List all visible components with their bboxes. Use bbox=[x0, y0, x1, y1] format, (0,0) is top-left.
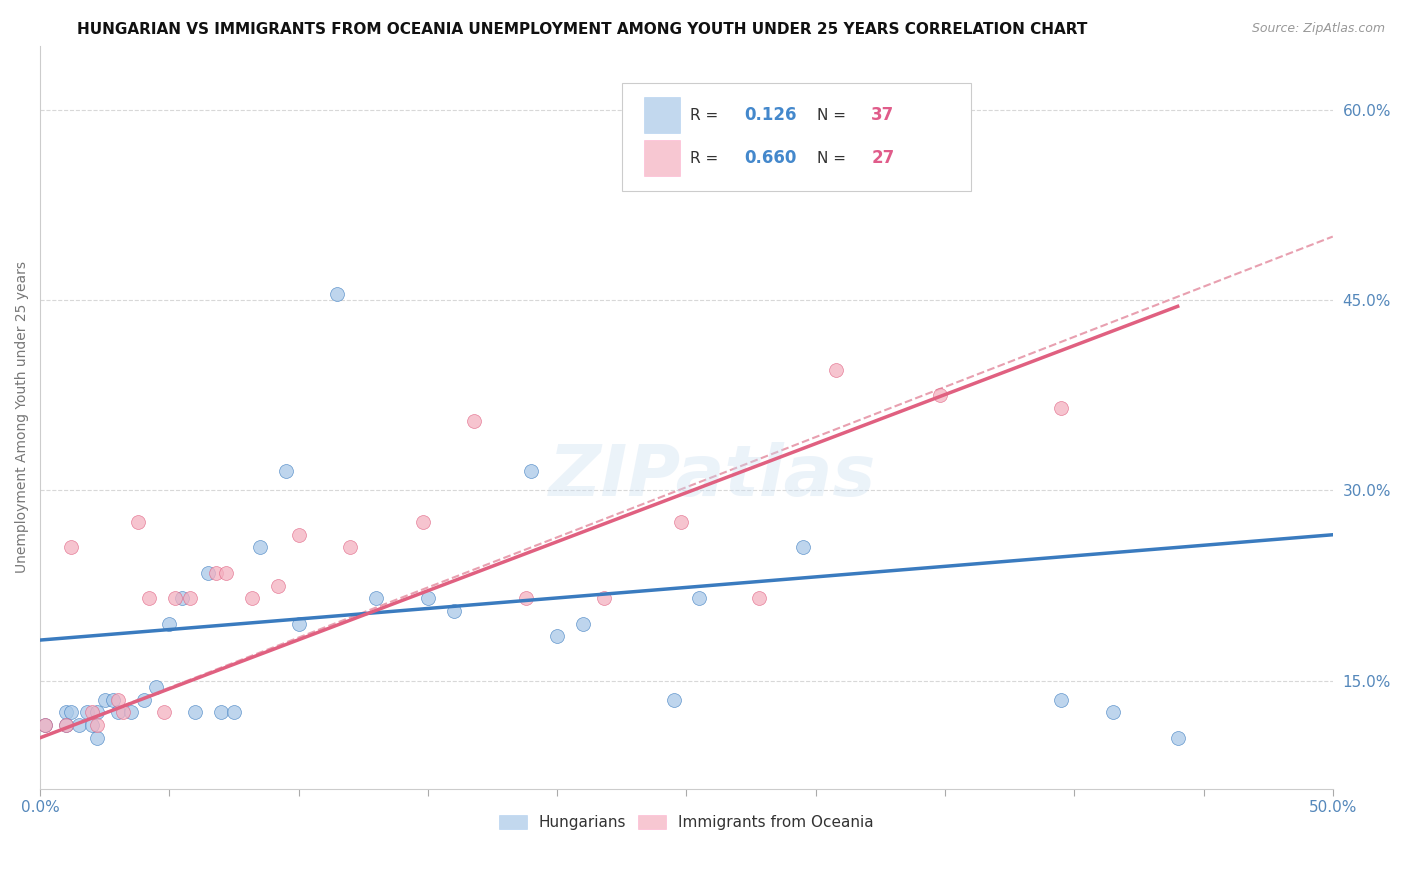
Point bbox=[132, 692, 155, 706]
Point bbox=[138, 591, 160, 606]
Point bbox=[93, 692, 115, 706]
Point bbox=[107, 692, 129, 706]
Point bbox=[825, 363, 848, 377]
Point bbox=[416, 591, 439, 606]
Point bbox=[928, 388, 950, 402]
Text: HUNGARIAN VS IMMIGRANTS FROM OCEANIA UNEMPLOYMENT AMONG YOUTH UNDER 25 YEARS COR: HUNGARIAN VS IMMIGRANTS FROM OCEANIA UNE… bbox=[77, 22, 1088, 37]
Point bbox=[101, 692, 124, 706]
Point bbox=[463, 413, 485, 427]
Text: 37: 37 bbox=[872, 106, 894, 124]
Point bbox=[748, 591, 770, 606]
Point bbox=[55, 718, 77, 732]
Point bbox=[287, 527, 309, 541]
Point bbox=[592, 591, 614, 606]
Point bbox=[339, 541, 361, 555]
Point bbox=[197, 566, 219, 580]
Point bbox=[67, 718, 90, 732]
Point bbox=[80, 718, 103, 732]
Point bbox=[157, 616, 180, 631]
Point bbox=[55, 706, 77, 720]
Point bbox=[80, 706, 103, 720]
Point bbox=[86, 731, 108, 745]
Point bbox=[55, 718, 77, 732]
Point bbox=[1050, 692, 1073, 706]
Point bbox=[209, 706, 232, 720]
Point bbox=[145, 680, 167, 694]
Point bbox=[111, 706, 134, 720]
Point bbox=[443, 604, 465, 618]
Point bbox=[326, 286, 349, 301]
Point bbox=[184, 706, 207, 720]
Point bbox=[412, 515, 434, 529]
Point bbox=[1102, 706, 1125, 720]
Point bbox=[76, 706, 98, 720]
Point bbox=[34, 718, 56, 732]
Point bbox=[515, 591, 537, 606]
Point bbox=[249, 541, 271, 555]
Point bbox=[179, 591, 201, 606]
Y-axis label: Unemployment Among Youth under 25 years: Unemployment Among Youth under 25 years bbox=[15, 261, 30, 574]
Text: N =: N = bbox=[817, 151, 851, 166]
Point bbox=[1050, 401, 1073, 415]
Text: 27: 27 bbox=[872, 149, 894, 168]
Point bbox=[127, 515, 149, 529]
Text: 0.660: 0.660 bbox=[745, 149, 797, 168]
Point bbox=[240, 591, 263, 606]
Point bbox=[1167, 731, 1189, 745]
Point bbox=[153, 706, 176, 720]
Point bbox=[34, 718, 56, 732]
Point bbox=[107, 706, 129, 720]
Point bbox=[546, 629, 568, 643]
Text: N =: N = bbox=[817, 108, 851, 123]
Point bbox=[662, 692, 685, 706]
Legend: Hungarians, Immigrants from Oceania: Hungarians, Immigrants from Oceania bbox=[494, 809, 880, 837]
Point bbox=[792, 541, 814, 555]
Point bbox=[205, 566, 228, 580]
Text: R =: R = bbox=[690, 151, 724, 166]
Point bbox=[172, 591, 194, 606]
Text: R =: R = bbox=[690, 108, 724, 123]
Text: 0.126: 0.126 bbox=[745, 106, 797, 124]
FancyBboxPatch shape bbox=[644, 97, 681, 133]
Point bbox=[215, 566, 238, 580]
Point bbox=[120, 706, 142, 720]
Point bbox=[520, 464, 543, 478]
Point bbox=[86, 718, 108, 732]
Point bbox=[60, 706, 83, 720]
Point bbox=[222, 706, 245, 720]
Point bbox=[572, 616, 595, 631]
Point bbox=[163, 591, 186, 606]
Text: Source: ZipAtlas.com: Source: ZipAtlas.com bbox=[1251, 22, 1385, 36]
Point bbox=[688, 591, 710, 606]
Point bbox=[287, 616, 309, 631]
Point bbox=[274, 464, 297, 478]
Text: ZIPatlas: ZIPatlas bbox=[548, 442, 876, 511]
Point bbox=[267, 578, 290, 592]
Point bbox=[366, 591, 388, 606]
FancyBboxPatch shape bbox=[621, 83, 970, 191]
Point bbox=[671, 515, 693, 529]
Point bbox=[86, 706, 108, 720]
FancyBboxPatch shape bbox=[644, 141, 681, 176]
Point bbox=[60, 541, 83, 555]
